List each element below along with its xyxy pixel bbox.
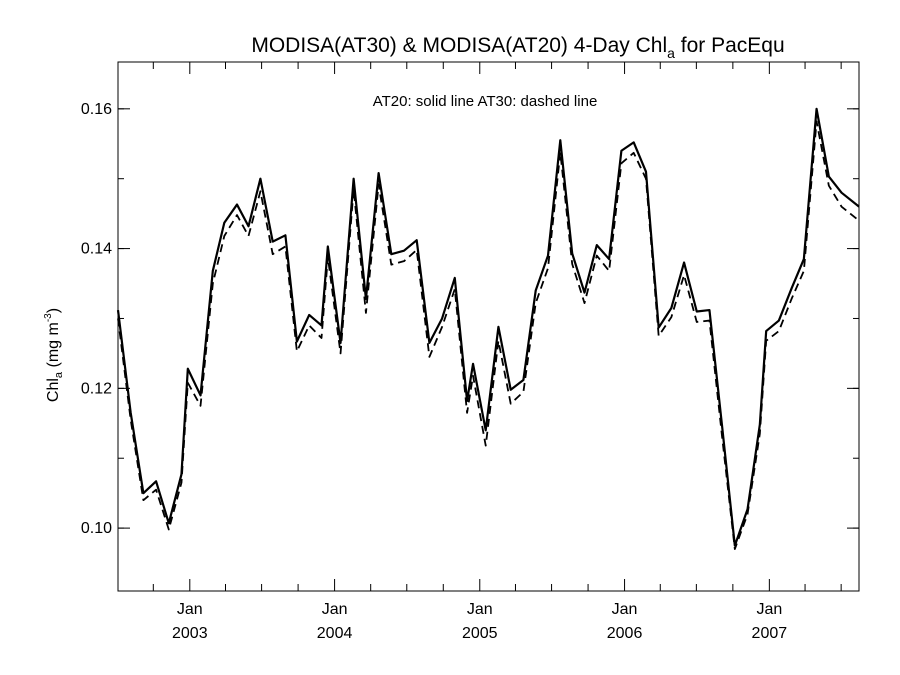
x-tick-label-year: 2003 <box>172 625 208 642</box>
y-axis-label-unit: (mg m <box>45 322 62 372</box>
y-tick-label: 0.14 <box>81 241 112 258</box>
y-tick-label: 0.10 <box>81 520 112 537</box>
chart-title-tail: for PacEqu <box>675 34 785 57</box>
plot-frame <box>117 61 860 592</box>
x-tick-label-month: Jan <box>177 601 203 618</box>
x-tick-label-year: 2006 <box>607 625 643 642</box>
axis-ticks <box>118 62 859 591</box>
y-axis-label-main: Chl <box>45 378 62 402</box>
y-axis-label-close: ) <box>45 308 62 313</box>
y-axis-label-subscript: a <box>53 371 65 378</box>
chart-title: MODISA(AT30) & MODISA(AT20) 4-Day Chla f… <box>251 34 784 61</box>
y-tick-label: 0.12 <box>81 380 112 397</box>
y-axis-label-superscript: -3 <box>43 313 54 322</box>
x-tick-label-month: Jan <box>756 601 782 618</box>
series-at30-dashed-line <box>117 120 860 550</box>
x-tick-label-year: 2007 <box>752 625 788 642</box>
series-at20-solid-line <box>116 107 860 547</box>
y-tick-label: 0.16 <box>81 101 112 118</box>
chart-title-subscript: a <box>667 45 675 61</box>
x-tick-label-year: 2005 <box>462 625 498 642</box>
series-lines <box>116 107 860 550</box>
y-tick-labels: 0.10 0.12 0.14 0.16 <box>81 101 112 537</box>
x-tick-label-month: Jan <box>612 601 638 618</box>
x-tick-labels: Jan 2003 Jan 2004 Jan 2005 Jan 2006 Jan 2007 <box>172 601 787 642</box>
chart-title-main: MODISA(AT30) & MODISA(AT20) 4-Day Chl <box>251 34 667 57</box>
x-tick-label-month: Jan <box>467 601 493 618</box>
y-axis-label: Chla (mg m-3) <box>43 308 65 402</box>
x-tick-label-month: Jan <box>322 601 348 618</box>
x-tick-label-year: 2004 <box>317 625 353 642</box>
series-annotation: AT20: solid line AT30: dashed line <box>373 93 598 110</box>
